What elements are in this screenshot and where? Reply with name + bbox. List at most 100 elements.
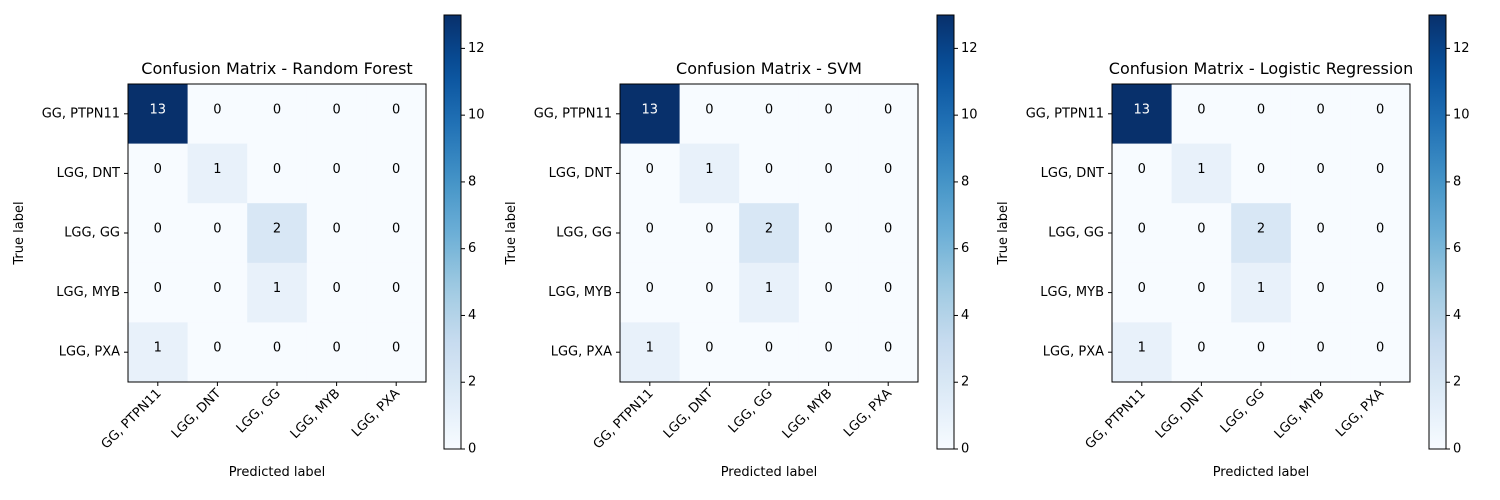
matrix-cell <box>306 262 367 323</box>
chart-title: Confusion Matrix - SVM <box>676 59 862 78</box>
colorbar: 0 2 4 6 8 10 12 <box>1428 14 1470 457</box>
cell-value-label: 0 <box>332 281 340 296</box>
x-tick-label: LGG, PXA <box>349 386 403 440</box>
x-tick-label: GG, PTPN11 <box>591 386 657 452</box>
matrix-cell <box>1171 203 1232 264</box>
matrix-cell <box>1171 322 1232 383</box>
cell-value-label: 0 <box>1376 102 1384 117</box>
cell-value-label: 0 <box>154 222 162 237</box>
matrix-cell <box>187 84 248 145</box>
matrix-cell <box>1350 143 1411 204</box>
cell-value-label: 0 <box>1257 102 1265 117</box>
cell-value-label: 0 <box>392 162 400 177</box>
matrix-cell <box>187 322 248 383</box>
matrix-cell <box>739 143 800 204</box>
matrix-cell <box>1231 322 1292 383</box>
cell-value-label: 0 <box>1316 341 1324 356</box>
y-tick-label: LGG, PXA <box>1043 345 1104 360</box>
matrix-cell <box>366 203 427 264</box>
cell-value-label: 0 <box>154 162 162 177</box>
y-tick-label: LGG, PXA <box>59 345 120 360</box>
x-tick-label: LGG, PXA <box>841 386 895 440</box>
matrix-cell <box>1231 262 1292 323</box>
matrix-cell <box>739 203 800 264</box>
cell-value-label: 0 <box>824 281 832 296</box>
cell-value-label: 13 <box>642 102 659 117</box>
cell-value-label: 0 <box>1376 281 1384 296</box>
cell-value-label: 0 <box>1316 162 1324 177</box>
x-tick-label: LGG, GG <box>726 386 776 436</box>
matrix-cell <box>798 84 859 145</box>
cell-value-label: 0 <box>1257 341 1265 356</box>
matrix-cell <box>366 322 427 383</box>
cell-value-label: 1 <box>213 162 221 177</box>
matrix-cell <box>1112 322 1173 383</box>
matrix-cell <box>1350 203 1411 264</box>
colorbar-tick-label: 0 <box>961 442 969 457</box>
colorbar-gradient <box>1428 14 1447 450</box>
colorbar-tick-label: 8 <box>468 174 476 189</box>
cell-value-label: 0 <box>705 281 713 296</box>
matrix-cell <box>620 84 681 145</box>
cell-value-label: 0 <box>273 341 281 356</box>
colorbar-tick-label: 10 <box>961 108 978 123</box>
matrix-cell <box>247 143 308 204</box>
y-axis-label: True label <box>996 201 1011 265</box>
x-axis-label: Predicted label <box>229 465 326 480</box>
colorbar-tick-label: 6 <box>468 241 476 256</box>
x-tick-label: LGG, DNT <box>661 386 716 441</box>
cell-value-label: 0 <box>392 341 400 356</box>
cell-value-label: 1 <box>273 281 281 296</box>
x-tick-label: LGG, MYB <box>1272 386 1328 442</box>
colorbar-tick-label: 4 <box>468 308 476 323</box>
cell-value-label: 1 <box>1138 341 1146 356</box>
matrix-cell <box>798 322 859 383</box>
matrix-cell <box>1290 84 1351 145</box>
cell-value-label: 0 <box>884 222 892 237</box>
cell-value-label: 0 <box>273 162 281 177</box>
matrix-cell <box>798 203 859 264</box>
cell-value-label: 0 <box>705 222 713 237</box>
cell-value-label: 1 <box>1257 281 1265 296</box>
colorbar-tick-label: 2 <box>1453 375 1461 390</box>
cell-value-label: 0 <box>1138 162 1146 177</box>
colorbar-tick-label: 12 <box>468 41 485 56</box>
cell-value-label: 2 <box>765 222 773 237</box>
cell-value-label: 1 <box>765 281 773 296</box>
y-axis-label: True label <box>12 201 27 265</box>
matrix-cell <box>620 203 681 264</box>
cell-value-label: 0 <box>884 341 892 356</box>
cell-value-label: 0 <box>705 341 713 356</box>
y-tick-label: GG, PTPN11 <box>42 106 120 121</box>
y-tick-label: LGG, DNT <box>57 166 120 181</box>
cell-value-label: 0 <box>273 102 281 117</box>
confusion-matrix-panel-3: Confusion Matrix - Logistic Regression 13… <box>996 14 1470 480</box>
x-tick-label: LGG, GG <box>234 386 284 436</box>
y-tick-label: LGG, DNT <box>1041 166 1104 181</box>
cell-value-label: 0 <box>1316 281 1324 296</box>
cell-value-label: 0 <box>392 281 400 296</box>
y-tick-label: LGG, GG <box>64 226 120 241</box>
cell-value-label: 0 <box>213 341 221 356</box>
cell-value-label: 0 <box>392 222 400 237</box>
matrix-cell <box>1112 143 1173 204</box>
colorbar-tick-label: 8 <box>1453 174 1461 189</box>
x-tick-label: LGG, DNT <box>1153 386 1208 441</box>
matrix-cell <box>1171 143 1232 204</box>
cell-value-label: 0 <box>884 162 892 177</box>
cell-value-label: 0 <box>824 162 832 177</box>
matrix-cell <box>1112 84 1173 145</box>
confusion-matrix-panel-1: Confusion Matrix - Random Forest 13 0 0 0 0 0 1… <box>12 14 485 480</box>
colorbar-tick-label: 12 <box>1453 41 1470 56</box>
cell-value-label: 13 <box>1134 102 1151 117</box>
cell-value-label: 0 <box>765 341 773 356</box>
matrix-cell <box>187 143 248 204</box>
y-tick-label: LGG, MYB <box>56 285 120 300</box>
matrix-cell <box>739 84 800 145</box>
cell-value-label: 0 <box>213 222 221 237</box>
matrix-cell <box>128 322 189 383</box>
x-tick-label: LGG, MYB <box>288 386 344 442</box>
matrix-cell <box>739 262 800 323</box>
cell-value-label: 0 <box>1197 281 1205 296</box>
